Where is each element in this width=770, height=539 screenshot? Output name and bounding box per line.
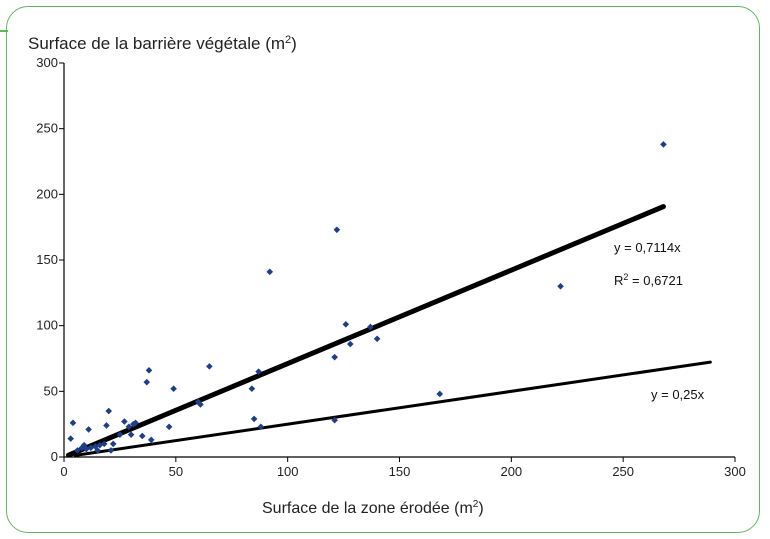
data-point (138, 432, 146, 440)
line-labels: y = 0,7114x R2 = 0,6721 y = 0,25x (614, 240, 705, 402)
equation-label-steep: y = 0,7114x (614, 240, 681, 255)
y-tick-label: 150 (36, 252, 58, 267)
data-point (248, 385, 256, 393)
data-point (145, 367, 153, 374)
y-tick-label: 300 (36, 55, 58, 70)
x-tick-label: 50 (169, 464, 183, 479)
data-point (333, 226, 341, 234)
data-point (165, 423, 173, 431)
data-point (85, 426, 92, 433)
data-point (125, 423, 133, 431)
trend-line-1 (73, 360, 712, 457)
trend-lines (65, 204, 712, 458)
x-tick-label: 200 (500, 464, 522, 479)
frame-notch (0, 30, 8, 32)
y-axis-title: Surface de la barrière végétale (m2) (28, 34, 297, 53)
x-tick-label: 0 (60, 464, 67, 479)
x-tick-label: 300 (724, 464, 746, 479)
data-point (346, 340, 354, 348)
data-point (255, 368, 262, 375)
data-point (132, 419, 139, 427)
y-tick-label: 250 (36, 121, 58, 136)
data-point (121, 418, 128, 425)
data-point (206, 363, 213, 370)
axes: 0 50 100 150 200 250 300 0 50 100 150 200 250 300 (36, 55, 746, 479)
data-point (103, 422, 110, 429)
data-point (147, 436, 155, 444)
equation-label-shallow: y = 0,25x (651, 387, 705, 402)
y-tick-label: 200 (36, 186, 58, 201)
x-axis-title: Surface de la zone érodée (m2) (262, 499, 484, 517)
data-point (250, 415, 258, 423)
data-point (143, 378, 151, 386)
chart-frame (6, 6, 760, 533)
data-point (74, 447, 81, 454)
trend-line-0 (65, 204, 666, 458)
data-point (373, 335, 381, 343)
data-point (557, 282, 564, 290)
data-point (116, 431, 124, 438)
data-point (342, 321, 350, 328)
data-point (266, 268, 274, 276)
data-point (80, 441, 88, 449)
data-point (197, 401, 204, 408)
data-point (67, 435, 75, 442)
x-tick-label: 250 (612, 464, 634, 479)
data-point (109, 440, 117, 448)
data-points (67, 141, 667, 454)
data-point (105, 407, 113, 415)
data-point (69, 419, 77, 427)
y-tick-label: 0 (51, 449, 58, 464)
x-tick-label: 150 (389, 464, 411, 479)
data-point (127, 431, 135, 438)
data-point (100, 440, 108, 448)
y-tick-label: 100 (36, 318, 58, 333)
data-point (331, 353, 338, 361)
data-point (170, 385, 177, 393)
x-tick-label: 100 (277, 464, 299, 479)
data-point (94, 447, 101, 454)
data-point (107, 447, 115, 454)
data-point (87, 444, 95, 452)
data-point (660, 141, 667, 148)
data-point (436, 390, 444, 398)
data-point (257, 423, 265, 431)
data-point (194, 398, 202, 406)
r-squared-label: R2 = 0,6721 (614, 272, 683, 288)
data-point (331, 416, 338, 424)
y-tick-label: 50 (44, 383, 58, 398)
data-point (367, 323, 374, 331)
